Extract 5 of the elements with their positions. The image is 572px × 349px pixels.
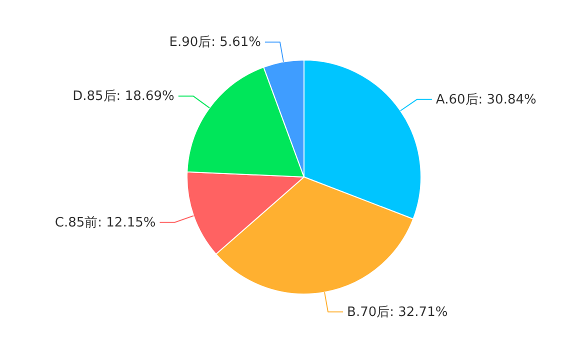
- slice-label: C.85前: 12.15%: [54, 215, 156, 230]
- slice-label: D.85后: 18.69%: [72, 89, 174, 104]
- slice-label: E.90后: 5.61%: [169, 35, 261, 50]
- slice-label: A.60后: 30.84%: [436, 92, 536, 108]
- slice-label: B.70后: 32.71%: [347, 304, 448, 320]
